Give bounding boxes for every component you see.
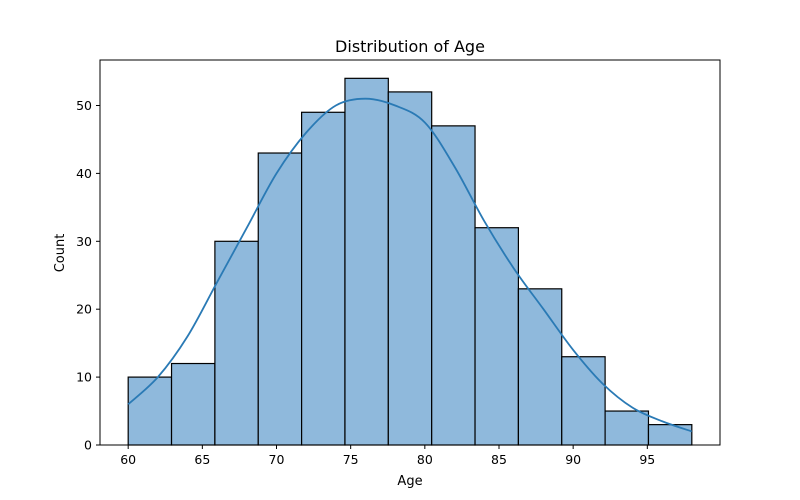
x-tick-label: 65 bbox=[194, 452, 210, 467]
x-tick-label: 95 bbox=[639, 452, 655, 467]
histogram-bar bbox=[170, 362, 216, 446]
x-tick-label: 85 bbox=[491, 452, 507, 467]
histogram-bar bbox=[474, 227, 519, 446]
histogram-bar bbox=[431, 125, 476, 446]
histogram-bar bbox=[214, 240, 259, 446]
y-tick-label: 0 bbox=[84, 438, 92, 453]
kde-curve-group bbox=[127, 97, 693, 433]
x-tick-label: 70 bbox=[269, 452, 285, 467]
x-axis-label: Age bbox=[397, 474, 422, 489]
chart-title: Distribution of Age bbox=[335, 37, 485, 56]
histogram-bars bbox=[127, 77, 693, 446]
y-tick-label: 30 bbox=[76, 234, 92, 249]
histogram-bar bbox=[344, 77, 389, 446]
histogram-bar bbox=[301, 111, 346, 446]
y-tick-label: 40 bbox=[76, 166, 92, 181]
y-tick-label: 20 bbox=[76, 302, 92, 317]
histogram-bar bbox=[387, 91, 433, 446]
histogram-bar bbox=[561, 356, 606, 446]
histogram-bar bbox=[127, 376, 173, 446]
histogram-bar bbox=[604, 410, 650, 446]
x-tick-label: 80 bbox=[417, 452, 433, 467]
x-tick-label: 60 bbox=[120, 452, 136, 467]
y-tick-label: 50 bbox=[76, 98, 92, 113]
y-tick-label: 10 bbox=[76, 370, 92, 385]
x-tick-label: 90 bbox=[565, 452, 581, 467]
axes: 60 65 70 75 80 85 90 95 0 10 20 30 40 50 bbox=[76, 59, 721, 467]
plot-frame bbox=[99, 59, 721, 446]
histogram-bar bbox=[257, 152, 303, 446]
x-tick-label: 75 bbox=[343, 452, 359, 467]
histogram-bar bbox=[517, 288, 563, 446]
histogram-bar bbox=[647, 424, 693, 446]
y-axis-label: Count bbox=[53, 234, 68, 273]
kde-line bbox=[127, 97, 693, 433]
